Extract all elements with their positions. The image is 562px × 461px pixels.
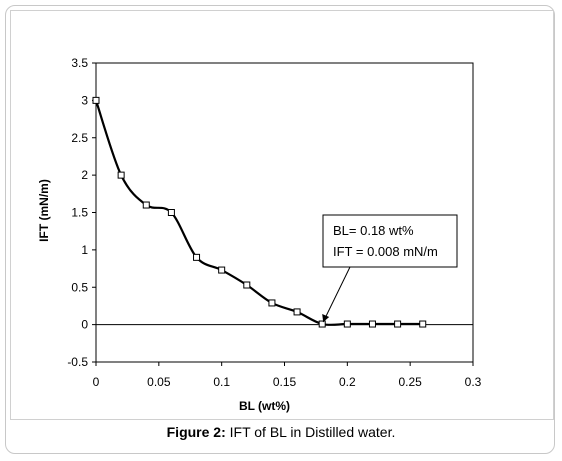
x-tick-label: 0.05 [147,375,171,389]
figure-caption: Figure 2: IFT of BL in Distilled water. [0,424,562,440]
data-point [117,171,125,179]
x-tick-label: 0.2 [339,375,356,389]
y-axis-label: IFT (mN/m) [37,179,51,242]
annotation-box [322,214,458,268]
annotation-arrowhead [322,314,330,323]
data-point [293,308,301,316]
x-tick-label: 0.1 [213,375,230,389]
y-tick-label: 0.5 [71,280,88,294]
x-axis-label: BL (wt%) [239,399,290,413]
annotation-callout: BL= 0.18 wt% IFT = 0.008 mN/m [322,214,458,323]
chart-area [10,10,554,420]
figure-caption-text: IFT of BL in Distilled water. [229,424,396,440]
figure-frame [5,5,555,454]
data-point [318,320,326,328]
figure-caption-label: Figure 2: [166,424,226,440]
y-tick-label: 1.5 [71,206,88,220]
y-tick-label: 0 [81,318,88,332]
data-point [368,320,376,328]
data-point [343,320,351,328]
annotation-arrow [322,266,351,323]
y-tick-label: 2.5 [71,131,88,145]
y-tick-label: 3 [81,93,88,107]
data-point [394,320,402,328]
data-point [419,320,427,328]
x-tick-label: 0.25 [398,375,422,389]
series-line [94,100,423,327]
y-tick-label: 3.5 [71,56,88,70]
data-point [142,201,150,209]
x-tick-label: 0.15 [273,375,297,389]
data-point [193,253,201,261]
y-tick-label: -0.5 [67,355,88,369]
data-point [243,281,251,289]
data-point [167,209,175,216]
x-tick-label: 0.3 [465,375,482,389]
x-tick-label: 0 [93,375,100,389]
y-tick-label: 2 [81,168,88,182]
data-point [218,266,226,274]
annotation-line-2: IFT = 0.008 mN/m [333,244,438,259]
data-point [268,299,276,307]
data-point [92,96,100,104]
y-tick-label: 1 [81,243,88,257]
plot-border [95,62,474,363]
annotation-line-1: BL= 0.18 wt% [333,223,414,238]
